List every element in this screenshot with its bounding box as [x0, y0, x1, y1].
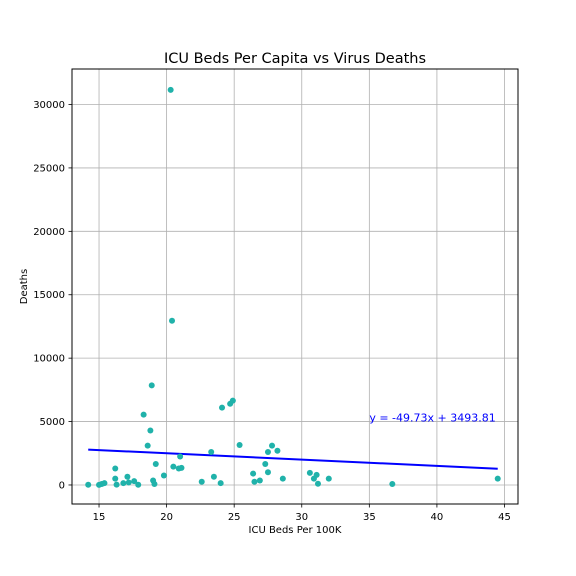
y-tick-label: 15000: [33, 290, 65, 301]
data-point: [152, 461, 159, 468]
data-point: [236, 442, 243, 449]
data-point: [148, 382, 155, 389]
x-tick-label: 40: [431, 512, 444, 523]
chart-title: ICU Beds Per Capita vs Virus Deaths: [164, 51, 426, 67]
y-tick-label: 5000: [40, 417, 65, 428]
data-point: [85, 481, 92, 488]
y-tick-label: 10000: [33, 354, 65, 365]
x-tick-label: 15: [93, 512, 106, 523]
data-point: [140, 411, 147, 418]
data-point: [125, 479, 132, 486]
data-point: [306, 469, 313, 476]
regression-layer: [88, 448, 498, 470]
regression-line: [88, 448, 498, 470]
data-point: [256, 477, 263, 484]
data-point: [219, 404, 226, 411]
y-tick-label: 20000: [33, 227, 65, 238]
data-point: [208, 449, 215, 456]
data-point: [217, 480, 224, 487]
data-point: [389, 480, 396, 487]
data-point: [167, 86, 174, 93]
data-point: [264, 449, 271, 456]
y-tick-label: 0: [59, 480, 65, 491]
data-point: [269, 442, 276, 449]
data-point: [170, 463, 177, 470]
data-point: [169, 317, 176, 324]
x-tick-label: 25: [228, 512, 241, 523]
x-axis-label: ICU Beds Per 100K: [249, 525, 342, 536]
data-point: [325, 475, 332, 482]
x-tick-label: 45: [498, 512, 511, 523]
data-point: [151, 480, 158, 487]
x-tick-label: 20: [160, 512, 173, 523]
data-point: [279, 475, 286, 482]
data-point: [147, 427, 154, 434]
ticks: 15 20 25 30 35 40 45 0 5000 10000 15000 20000 25000 3…: [33, 100, 511, 523]
data-point: [229, 397, 236, 404]
data-point: [135, 481, 142, 488]
data-point: [210, 473, 217, 480]
data-point: [160, 472, 167, 479]
data-point: [262, 461, 269, 468]
y-tick-label: 25000: [33, 163, 65, 174]
y-axis-label: Deaths: [19, 269, 30, 304]
data-point: [314, 480, 321, 487]
data-point: [178, 464, 185, 471]
data-point: [113, 481, 120, 488]
data-point: [112, 475, 119, 482]
x-tick-label: 30: [295, 512, 308, 523]
regression-equation: y = -49.73x + 3493.81: [369, 412, 495, 425]
data-point: [264, 469, 271, 476]
data-point: [250, 470, 257, 477]
data-point: [177, 453, 184, 460]
data-point: [198, 478, 205, 485]
data-point: [144, 442, 151, 449]
data-point: [313, 471, 320, 478]
data-point: [251, 478, 258, 485]
grid: [72, 69, 518, 504]
data-point: [274, 447, 281, 454]
data-point: [494, 475, 501, 482]
points-layer: [85, 86, 501, 488]
x-tick-label: 35: [363, 512, 376, 523]
data-point: [120, 480, 127, 487]
y-tick-label: 30000: [33, 100, 65, 111]
data-point: [131, 478, 138, 485]
data-point: [112, 465, 119, 472]
data-point: [124, 473, 131, 480]
data-point: [101, 480, 108, 487]
plot-frame: [71, 68, 519, 505]
